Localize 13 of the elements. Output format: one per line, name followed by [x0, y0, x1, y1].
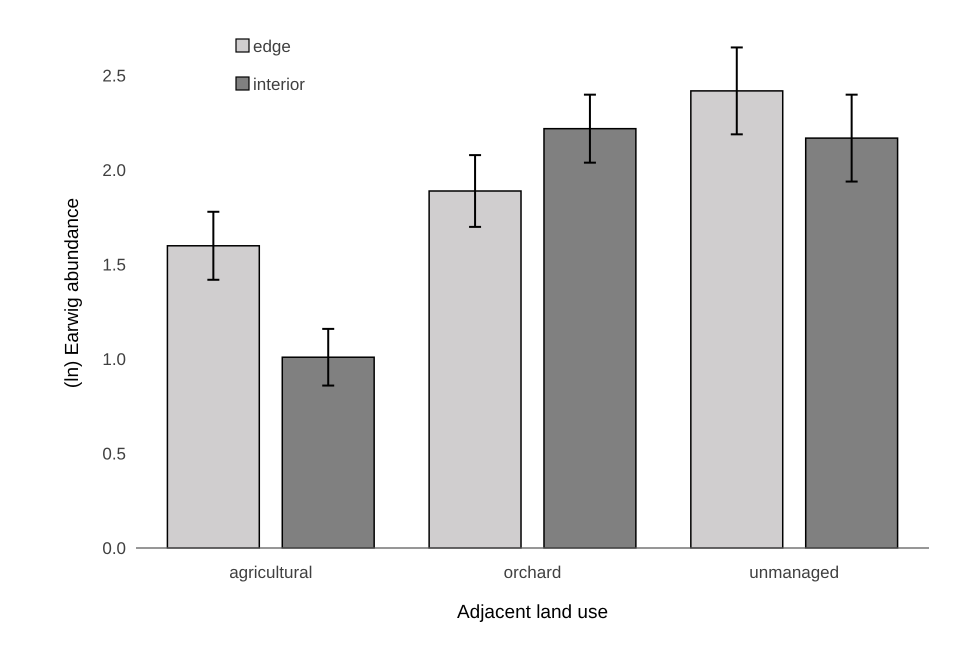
y-tick-label: 1.0: [102, 350, 126, 370]
x-tick-label: orchard: [504, 563, 562, 582]
legend-label: edge: [253, 36, 291, 56]
y-axis-title: (ln) Earwig abundance: [62, 198, 83, 388]
x-axis-title: Adjacent land use: [456, 602, 608, 623]
x-tick-label: unmanaged: [749, 563, 840, 582]
y-tick-label: 0.0: [102, 538, 126, 558]
y-tick-label: 2.5: [102, 66, 126, 86]
y-tick-label: 1.5: [102, 256, 126, 275]
x-tick-label: agricultural: [229, 563, 312, 582]
legend-label: interior: [253, 74, 306, 94]
y-tick-label: 0.5: [102, 444, 126, 464]
y-tick-label: 2.0: [102, 161, 126, 180]
